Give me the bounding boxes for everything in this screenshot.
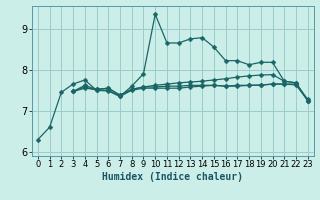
X-axis label: Humidex (Indice chaleur): Humidex (Indice chaleur) — [102, 172, 243, 182]
